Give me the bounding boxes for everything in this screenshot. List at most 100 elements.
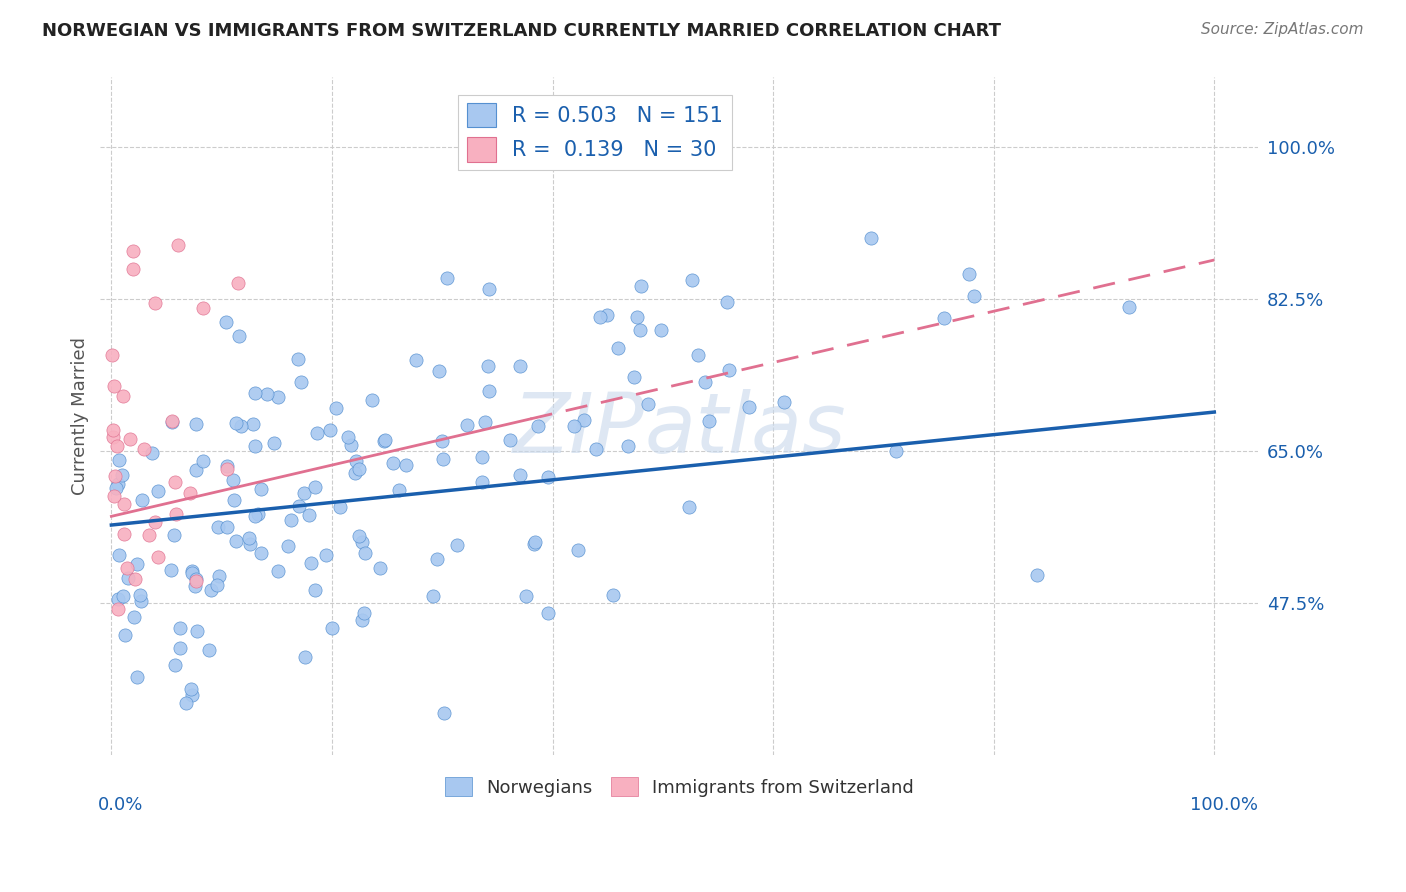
Point xyxy=(127,558,149,572)
Point xyxy=(186,572,208,586)
Point xyxy=(169,640,191,655)
Point xyxy=(250,482,273,496)
Point xyxy=(297,508,319,523)
Point xyxy=(623,369,645,384)
Point xyxy=(738,400,761,414)
Point xyxy=(523,537,546,551)
Point xyxy=(325,401,347,415)
Point xyxy=(456,418,478,433)
Point xyxy=(321,621,343,635)
Point xyxy=(108,548,131,562)
Point xyxy=(292,485,315,500)
Point xyxy=(287,352,309,367)
Point xyxy=(267,390,290,404)
Point xyxy=(145,296,167,310)
Point xyxy=(112,527,135,541)
Point xyxy=(637,397,659,411)
Point xyxy=(125,670,148,684)
Point xyxy=(205,578,228,592)
Point xyxy=(395,458,418,472)
Point xyxy=(107,602,129,616)
Point xyxy=(277,539,299,553)
Point xyxy=(426,552,449,566)
Point xyxy=(280,513,302,527)
Point xyxy=(186,624,208,639)
Point xyxy=(112,497,135,511)
Point xyxy=(146,483,169,498)
Text: atlas: atlas xyxy=(644,390,846,470)
Point xyxy=(329,500,352,515)
Point xyxy=(215,462,238,476)
Point xyxy=(122,261,145,276)
Point xyxy=(860,231,883,245)
Point xyxy=(368,561,391,575)
Point xyxy=(471,450,494,464)
Point xyxy=(374,434,396,448)
Point xyxy=(246,507,269,521)
Point xyxy=(186,463,208,477)
Point xyxy=(957,267,980,281)
Point xyxy=(433,706,456,721)
Point xyxy=(117,571,139,585)
Point xyxy=(353,606,375,620)
Point xyxy=(129,594,152,608)
Point xyxy=(474,415,496,429)
Point xyxy=(349,462,371,476)
Point xyxy=(884,444,907,458)
Point xyxy=(225,417,247,431)
Point xyxy=(373,434,395,448)
Point xyxy=(163,475,186,489)
Point xyxy=(681,272,703,286)
Point xyxy=(617,439,640,453)
Point xyxy=(160,415,183,429)
Point xyxy=(537,470,560,484)
Point xyxy=(146,549,169,564)
Point xyxy=(207,520,229,534)
Point xyxy=(184,417,207,431)
Point xyxy=(112,589,135,603)
Point xyxy=(124,572,146,586)
Point xyxy=(1025,567,1047,582)
Point xyxy=(243,439,266,453)
Point xyxy=(114,628,136,642)
Point xyxy=(537,607,560,621)
Point xyxy=(630,279,652,293)
Point xyxy=(427,364,450,378)
Point xyxy=(354,546,377,560)
Point xyxy=(344,453,367,467)
Point xyxy=(693,375,716,389)
Text: Source: ZipAtlas.com: Source: ZipAtlas.com xyxy=(1201,22,1364,37)
Point xyxy=(169,621,191,635)
Point xyxy=(628,323,651,337)
Point xyxy=(107,591,129,606)
Point xyxy=(184,579,207,593)
Point xyxy=(339,437,361,451)
Point xyxy=(572,413,595,427)
Point xyxy=(304,480,326,494)
Point xyxy=(772,394,794,409)
Point xyxy=(436,271,458,285)
Point xyxy=(256,387,278,401)
Point xyxy=(267,565,290,579)
Point xyxy=(932,311,955,326)
Point xyxy=(697,414,720,428)
Point xyxy=(111,467,134,482)
Point xyxy=(103,489,125,503)
Legend: Norwegians, Immigrants from Switzerland: Norwegians, Immigrants from Switzerland xyxy=(437,770,921,804)
Point xyxy=(361,392,384,407)
Point xyxy=(105,481,128,495)
Point xyxy=(381,456,404,470)
Point xyxy=(562,418,585,433)
Point xyxy=(239,537,262,551)
Point xyxy=(352,613,374,627)
Point xyxy=(162,414,184,428)
Point xyxy=(304,582,326,597)
Point xyxy=(626,310,648,324)
Point xyxy=(471,475,494,489)
Point xyxy=(602,589,624,603)
Point xyxy=(222,473,245,487)
Point xyxy=(337,430,360,444)
Point xyxy=(307,425,329,440)
Point xyxy=(527,418,550,433)
Point xyxy=(585,442,607,456)
